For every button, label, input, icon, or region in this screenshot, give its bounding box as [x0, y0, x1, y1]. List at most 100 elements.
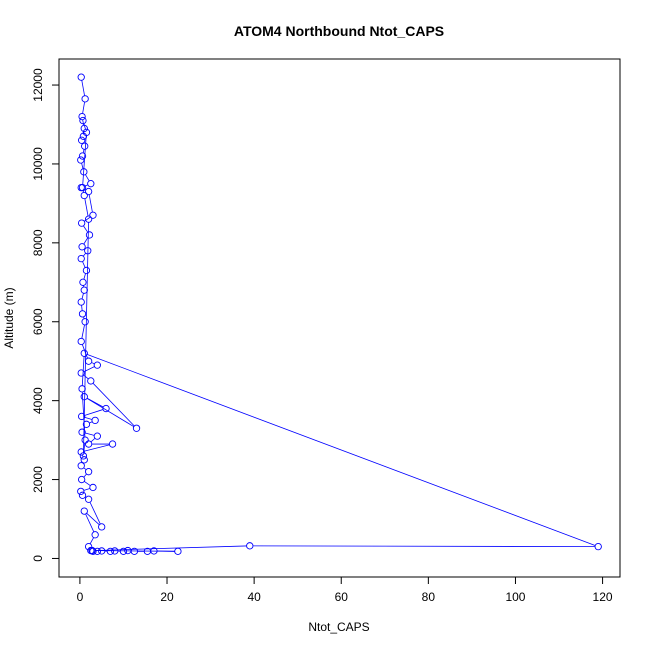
series-segment	[89, 421, 93, 424]
y-tick-label: 8000	[31, 229, 45, 256]
x-tick-label: 100	[505, 590, 525, 604]
series-segment	[84, 409, 104, 416]
data-point	[78, 243, 86, 251]
y-tick-label: 2000	[31, 466, 45, 493]
data-point	[79, 278, 87, 286]
data-point	[77, 298, 85, 306]
x-tick-label: 20	[160, 590, 174, 604]
data-point	[87, 180, 95, 188]
y-axis: 0 2000 4000 6000 8000 10000 12000	[31, 68, 60, 562]
data-point	[89, 483, 97, 492]
series-segment	[83, 225, 89, 233]
series-segment	[81, 324, 85, 339]
data-point	[81, 318, 89, 326]
data-point	[93, 361, 101, 369]
data-point	[87, 377, 95, 385]
series-segment	[85, 432, 95, 436]
data-point	[84, 187, 93, 196]
data-point	[80, 507, 88, 515]
y-tick-label: 10000	[31, 147, 45, 181]
data-point	[80, 168, 88, 176]
data-point	[98, 547, 106, 555]
y-tick-label: 12000	[31, 68, 45, 102]
data-point	[77, 136, 86, 144]
data-point	[80, 393, 88, 401]
data-point	[174, 547, 182, 556]
x-tick-label: 80	[422, 590, 436, 604]
data-point	[81, 95, 89, 103]
data-point	[84, 215, 93, 223]
series-segment	[84, 366, 95, 372]
series-ntot-caps	[77, 73, 602, 556]
data-point	[246, 542, 254, 550]
chart-title: ATOM4 Northbound Ntot_CAPS	[234, 23, 444, 39]
series-segment	[89, 502, 101, 525]
data-point	[77, 448, 85, 456]
data-point	[93, 432, 101, 440]
data-point	[82, 266, 91, 275]
series-segment	[253, 545, 595, 548]
data-point	[93, 547, 101, 556]
data-point	[89, 547, 97, 556]
x-axis-label: Ntot_CAPS	[308, 620, 369, 634]
data-point	[98, 523, 106, 531]
data-point	[84, 495, 93, 503]
series-segment	[84, 198, 89, 217]
series-segment	[83, 253, 86, 257]
data-point	[82, 420, 91, 428]
data-point	[88, 546, 96, 555]
series-segment	[84, 184, 88, 187]
series-segment	[85, 513, 95, 532]
data-point	[82, 128, 91, 137]
data-point	[80, 191, 88, 200]
series-segment	[95, 550, 175, 552]
series-segment	[92, 383, 135, 427]
series-segment	[81, 293, 84, 299]
series-segment	[82, 102, 85, 114]
series-segment	[83, 237, 89, 245]
x-tick-label: 60	[335, 590, 349, 604]
y-axis-label: Altitude (m)	[2, 287, 16, 348]
data-point	[77, 412, 86, 421]
data-point	[81, 142, 89, 150]
data-point	[77, 254, 85, 263]
data-point	[119, 547, 128, 556]
x-tick-label: 0	[77, 590, 84, 604]
data-point	[79, 116, 87, 125]
data-point	[106, 547, 115, 556]
series-segment	[91, 362, 95, 365]
series-segment	[83, 467, 87, 470]
data-point	[91, 416, 99, 425]
data-point	[79, 452, 88, 460]
data-point	[77, 475, 86, 484]
series-segment	[81, 356, 85, 386]
data-point	[78, 491, 87, 499]
data-point	[77, 337, 85, 346]
series-segment	[82, 119, 85, 126]
series-segment	[86, 398, 134, 427]
data-point	[130, 547, 139, 556]
data-point	[78, 152, 87, 160]
series-segment	[89, 537, 94, 544]
series-segment	[81, 80, 85, 96]
series-segment	[81, 305, 83, 311]
data-point	[84, 247, 92, 255]
x-tick-label: 40	[247, 590, 261, 604]
data-point	[81, 436, 89, 444]
series-segment	[84, 416, 93, 420]
series-segment	[83, 273, 86, 280]
data-point	[84, 357, 93, 365]
data-point	[78, 112, 86, 121]
series-segment	[82, 135, 87, 185]
data-point	[77, 73, 85, 81]
series-segment	[84, 481, 91, 486]
x-axis: 0 20 40 60 80 100 120	[77, 576, 613, 604]
y-tick-label: 4000	[31, 387, 45, 414]
data-point	[80, 456, 88, 464]
series-segment	[84, 444, 110, 452]
x-tick-label: 120	[593, 590, 613, 604]
data-point	[150, 547, 158, 555]
data-point	[80, 286, 88, 294]
data-point	[77, 156, 85, 164]
